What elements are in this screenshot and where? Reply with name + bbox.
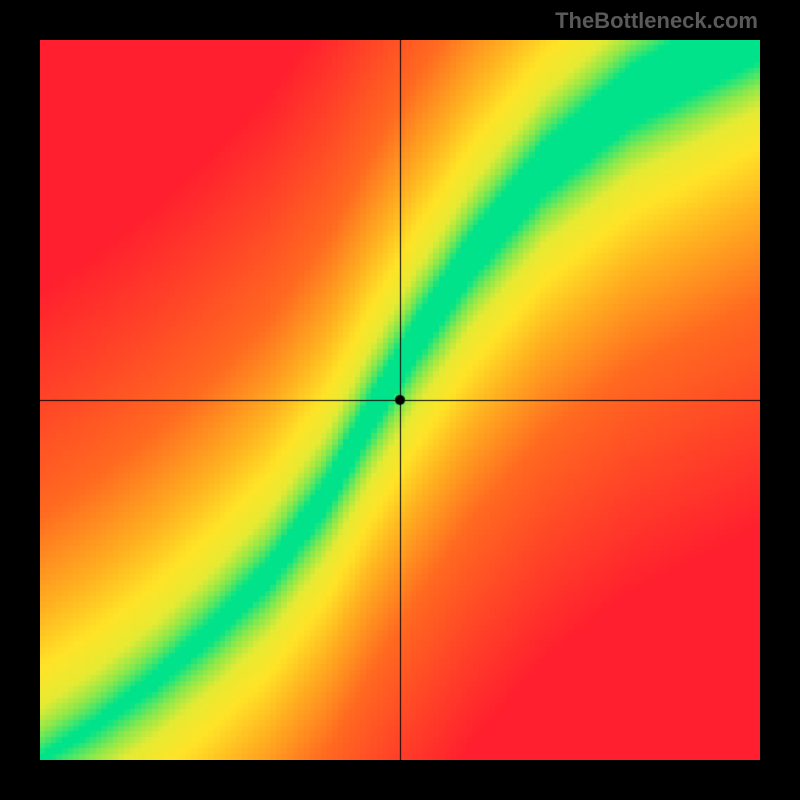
watermark-text: TheBottleneck.com [555,8,758,34]
heatmap-canvas [40,40,760,760]
chart-frame: TheBottleneck.com [0,0,800,800]
heatmap-plot-area [40,40,760,760]
